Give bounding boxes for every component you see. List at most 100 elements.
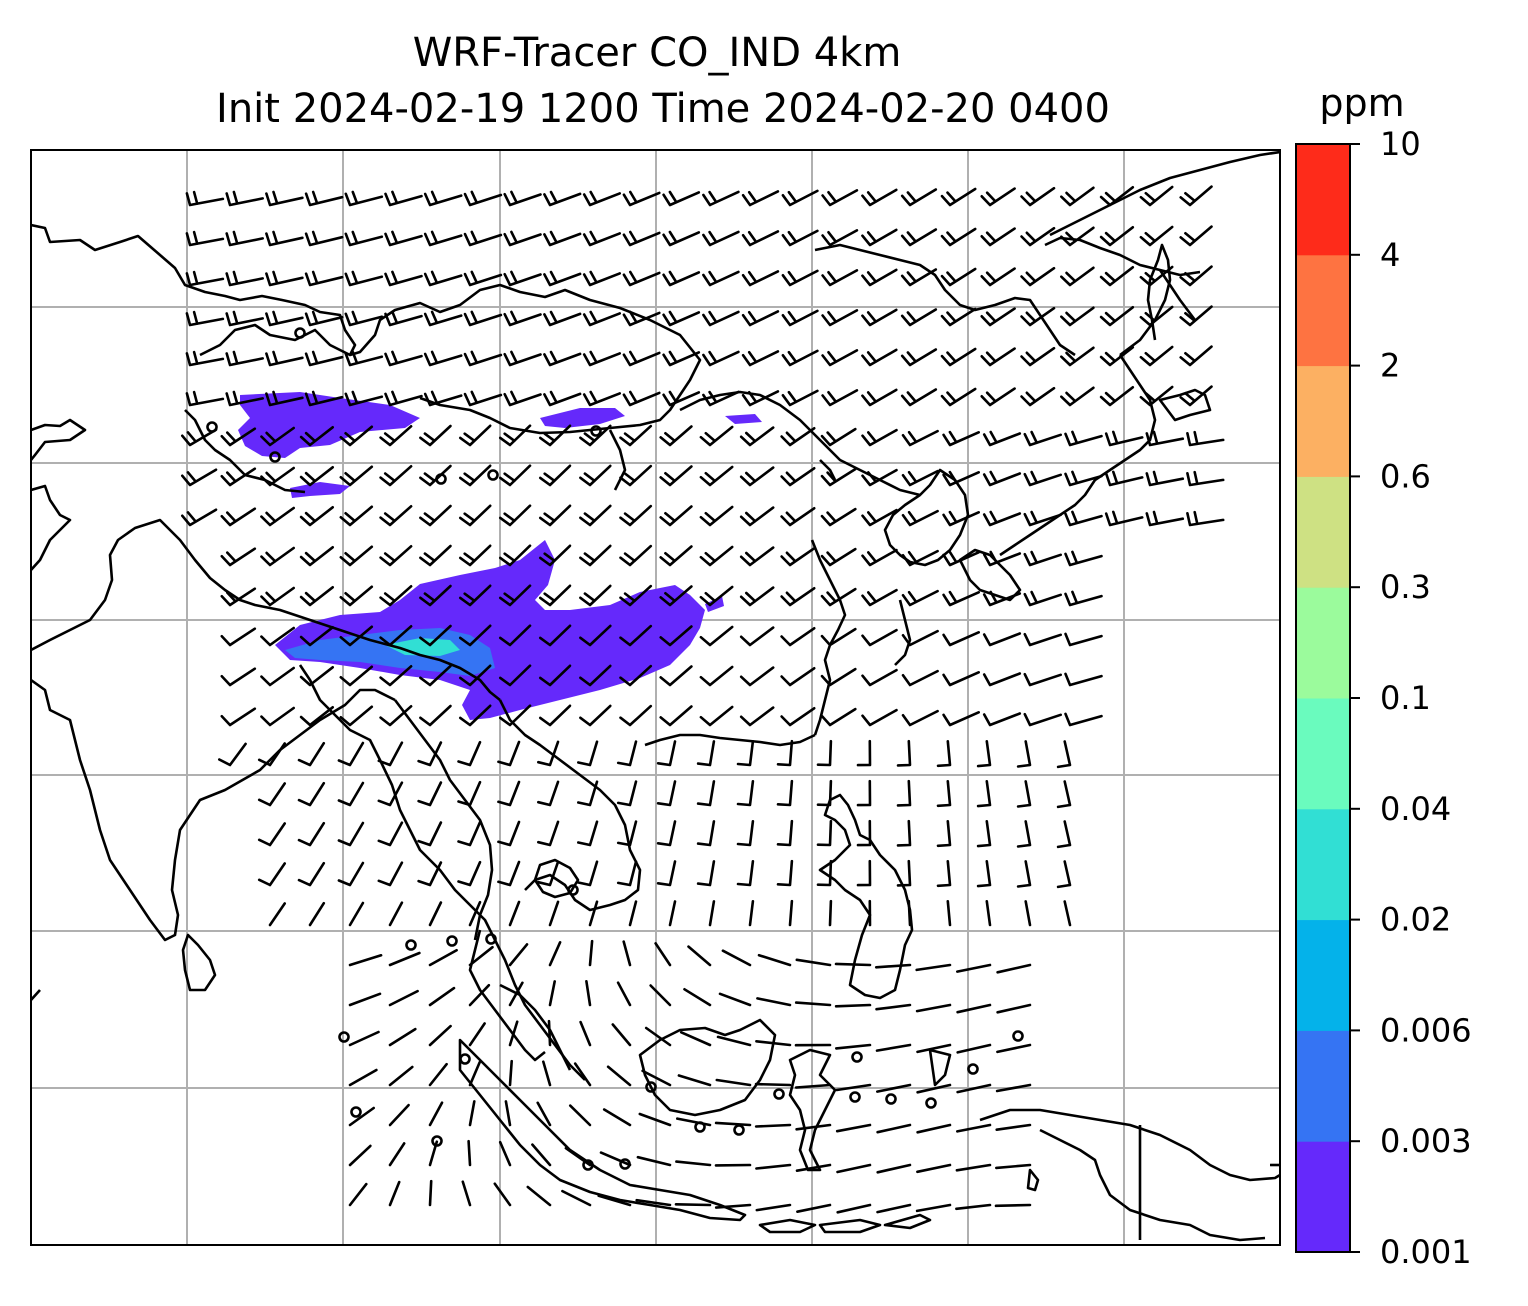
wind-barb <box>861 588 898 607</box>
wind-barb <box>260 466 295 487</box>
wind-barb <box>579 464 612 487</box>
wind-barb <box>901 669 939 687</box>
wind-barb <box>820 467 857 487</box>
wind-barb <box>493 1182 512 1207</box>
wind-barb <box>687 945 712 967</box>
wind-barb <box>225 230 264 247</box>
wind-barb <box>503 230 542 247</box>
wind-barb <box>980 187 1016 207</box>
wind-barb <box>348 1030 380 1047</box>
wind-barb <box>377 821 404 847</box>
wind-barb <box>257 862 286 887</box>
wind-barb <box>499 664 532 687</box>
wind-barb <box>702 190 740 207</box>
wind-barb <box>508 981 524 1007</box>
wind-barb <box>828 899 833 927</box>
figure-title-line-2: Init 2024-02-19 1200 Time 2024-02-20 040… <box>216 86 1110 132</box>
wind-barb <box>702 310 740 327</box>
wind-barb <box>662 390 701 407</box>
wind-barb <box>265 230 304 247</box>
calm-wind-marker <box>269 451 281 463</box>
wind-barb <box>423 190 463 207</box>
wind-barb <box>900 268 938 287</box>
wind-barb <box>339 545 374 567</box>
wind-barb <box>716 1035 752 1047</box>
plume-central-asia <box>238 392 420 458</box>
wind-barb <box>459 464 492 487</box>
wind-barb <box>896 739 912 767</box>
map-panel[interactable] <box>31 150 1280 1245</box>
wind-barb <box>936 820 952 848</box>
wind-barb <box>876 1203 912 1214</box>
wind-barb <box>976 820 992 848</box>
wind-barb <box>539 504 572 527</box>
wind-barb <box>1104 430 1144 447</box>
wind-barb <box>780 427 816 447</box>
wind-barb <box>579 424 612 447</box>
wind-barb <box>499 544 532 567</box>
wind-barb <box>901 429 939 447</box>
wind-barb <box>579 584 612 607</box>
wind-barb <box>1056 740 1072 769</box>
wind-barb <box>955 1163 992 1172</box>
wind-barb <box>861 668 898 687</box>
wind-barb <box>995 1083 1032 1093</box>
wind-barb <box>542 1060 552 1087</box>
wind-barb <box>638 1112 672 1127</box>
wind-barb <box>265 270 304 287</box>
wind-barb <box>876 1123 912 1134</box>
wind-barb <box>304 350 344 367</box>
wind-barb <box>348 1068 378 1087</box>
calm-wind-marker <box>338 1031 350 1043</box>
wind-barb <box>428 948 458 967</box>
wind-barb <box>225 310 264 327</box>
wind-barb <box>942 510 980 527</box>
wind-barb <box>900 188 938 207</box>
wind-barb <box>181 468 218 487</box>
wind-barb <box>597 1194 632 1207</box>
wind-barb <box>257 782 286 807</box>
wind-barb <box>644 1026 672 1047</box>
wind-barb <box>463 230 503 247</box>
wind-barb <box>468 1060 481 1087</box>
wind-barb <box>423 350 463 367</box>
wind-barb <box>741 310 780 327</box>
colorbar-tick-label: 0.04 <box>1380 790 1451 828</box>
wind-barbs <box>181 185 1225 1214</box>
wind-barb <box>577 860 599 887</box>
calm-wind-marker <box>773 1088 785 1100</box>
wind-barb <box>537 820 560 847</box>
wind-barb <box>299 666 334 687</box>
wind-barb <box>344 230 384 247</box>
wind-barb <box>994 1203 1032 1208</box>
calm-wind-marker <box>1012 1030 1024 1042</box>
wind-barb <box>299 586 334 607</box>
wind-barb <box>946 900 952 927</box>
wind-barb <box>260 506 295 527</box>
calm-wind-marker <box>967 1063 979 1075</box>
wind-barb <box>714 1203 752 1209</box>
wind-barb <box>419 544 452 567</box>
colorbar-tick-label: 0.003 <box>1380 1122 1472 1160</box>
wind-barb <box>339 665 374 687</box>
wind-barb <box>940 307 977 327</box>
calm-wind-marker <box>733 1124 745 1136</box>
wind-barb <box>662 230 701 247</box>
wind-barb <box>339 465 374 487</box>
wind-barb <box>755 1203 792 1212</box>
wind-barb <box>696 740 716 767</box>
wind-barb <box>940 387 977 407</box>
wind-barb <box>537 780 560 807</box>
wind-barb <box>1064 712 1103 727</box>
wind-barb <box>1023 712 1062 727</box>
wind-barb <box>982 510 1022 527</box>
wind-barb <box>1060 386 1095 407</box>
wind-barb <box>636 1155 672 1167</box>
co-tracer-plumes <box>238 392 762 720</box>
wind-barb <box>674 1203 712 1207</box>
wind-barb <box>622 230 661 247</box>
wind-barb <box>428 986 456 1007</box>
wind-barb <box>821 389 859 407</box>
wind-barb <box>896 859 912 887</box>
